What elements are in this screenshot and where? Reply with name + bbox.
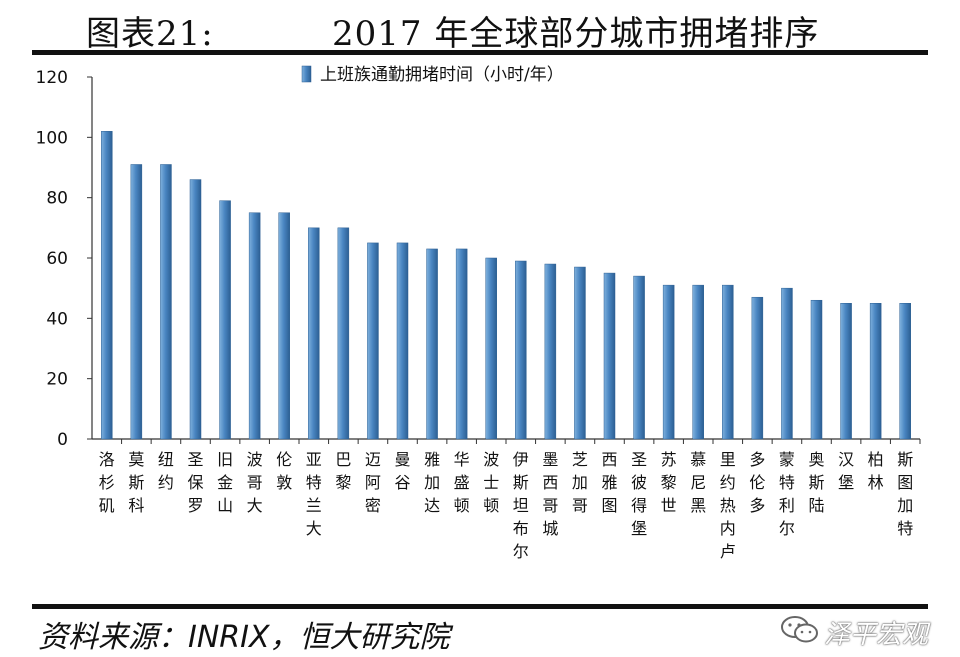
x-tick-label: 芝加哥 <box>572 450 588 515</box>
bar <box>692 284 704 440</box>
legend-label: 上班族通勤拥堵时间（小时/年） <box>320 65 564 85</box>
y-tick-label: 100 <box>36 128 68 148</box>
watermark-text: 泽平宏观 <box>824 620 929 650</box>
x-tick-label: 慕尼黑 <box>690 450 706 515</box>
watermark: 泽平宏观 <box>780 612 950 652</box>
bar <box>219 200 231 440</box>
x-tick-label: 波士顿 <box>483 450 499 515</box>
bar <box>101 131 113 440</box>
x-tick-label: 蒙特利尔 <box>779 450 795 538</box>
x-tick-label: 曼谷 <box>394 450 410 492</box>
bar <box>751 296 764 440</box>
bar <box>515 260 527 440</box>
x-tick-label: 旧金山 <box>217 450 233 515</box>
x-tick-label: 汉堡 <box>838 450 854 492</box>
x-tick-label: 伦敦 <box>276 450 292 492</box>
legend: 上班族通勤拥堵时间（小时/年） <box>301 65 564 85</box>
y-tick-label: 20 <box>46 370 68 390</box>
axes: 0 20 40 60 80 100 120 洛杉矶莫斯科纽约圣保罗旧金山波哥大伦敦亚特兰大巴黎… <box>36 68 921 561</box>
top-rule <box>32 50 928 55</box>
bar <box>160 164 172 440</box>
x-tick-label: 雅加达 <box>424 450 440 515</box>
y-tick-label: 60 <box>46 249 68 269</box>
chart-title: 2017 年全球部分城市拥堵排序 <box>332 14 820 54</box>
bar <box>189 179 202 440</box>
bar <box>810 299 823 440</box>
x-tick-label: 迈阿密 <box>365 450 381 515</box>
bar <box>248 212 261 440</box>
bar <box>426 248 438 440</box>
y-tick-label: 0 <box>57 430 68 450</box>
x-tick-label: 巴黎 <box>335 450 351 492</box>
x-tick-label: 伊斯坦布尔 <box>513 450 529 561</box>
x-tick-label: 苏黎世 <box>661 450 677 515</box>
x-tick-label: 圣彼得堡 <box>631 450 647 538</box>
y-tick-label: 120 <box>36 68 68 88</box>
bar <box>485 257 497 440</box>
x-tick-label: 华盛顿 <box>454 450 470 515</box>
bar <box>455 248 468 440</box>
x-tick-label: 洛杉矶 <box>99 450 115 515</box>
bar <box>869 303 882 440</box>
bar <box>544 263 557 440</box>
bottom-rule <box>32 604 928 609</box>
bar <box>662 284 675 440</box>
bar <box>130 164 143 440</box>
bars <box>101 131 911 440</box>
title-row: 图表21: 2017 年全球部分城市拥堵排序 <box>0 0 960 54</box>
x-tick-label: 里约热内卢 <box>720 450 736 561</box>
legend-swatch <box>301 65 312 83</box>
x-tick-label: 斯图加特 <box>897 450 913 538</box>
bar <box>396 242 409 440</box>
x-tick-label: 墨西哥城 <box>542 450 558 538</box>
x-tick-label: 莫斯科 <box>128 450 144 515</box>
bar <box>633 275 645 440</box>
bar <box>722 284 734 440</box>
wechat-icon <box>781 616 818 643</box>
x-tick-label: 柏林 <box>868 450 884 492</box>
bar <box>308 227 320 440</box>
x-tick-label: 纽约 <box>158 450 174 492</box>
bar <box>574 266 586 440</box>
bar <box>840 303 852 440</box>
bar <box>781 287 793 440</box>
x-tick-label: 波哥大 <box>247 450 263 515</box>
figure-number: 图表21: <box>86 14 214 54</box>
y-tick-label: 80 <box>46 189 68 209</box>
bar-chart: 0 20 40 60 80 100 120 洛杉矶莫斯科纽约圣保罗旧金山波哥大伦敦亚特兰大巴黎… <box>36 65 921 561</box>
bar <box>899 303 911 440</box>
x-tick-label: 西雅图 <box>601 450 617 515</box>
bar <box>278 212 290 440</box>
bar <box>337 227 350 440</box>
bar <box>603 272 616 440</box>
x-tick-label: 亚特兰大 <box>306 450 322 538</box>
x-tick-label: 圣保罗 <box>187 450 203 515</box>
x-tick-label: 奥斯陆 <box>808 450 824 515</box>
y-tick-label: 40 <box>46 309 68 329</box>
x-tick-label: 多伦多 <box>749 450 765 515</box>
bar <box>367 242 379 440</box>
source-note: 资料来源：INRIX，恒大研究院 <box>38 620 450 655</box>
